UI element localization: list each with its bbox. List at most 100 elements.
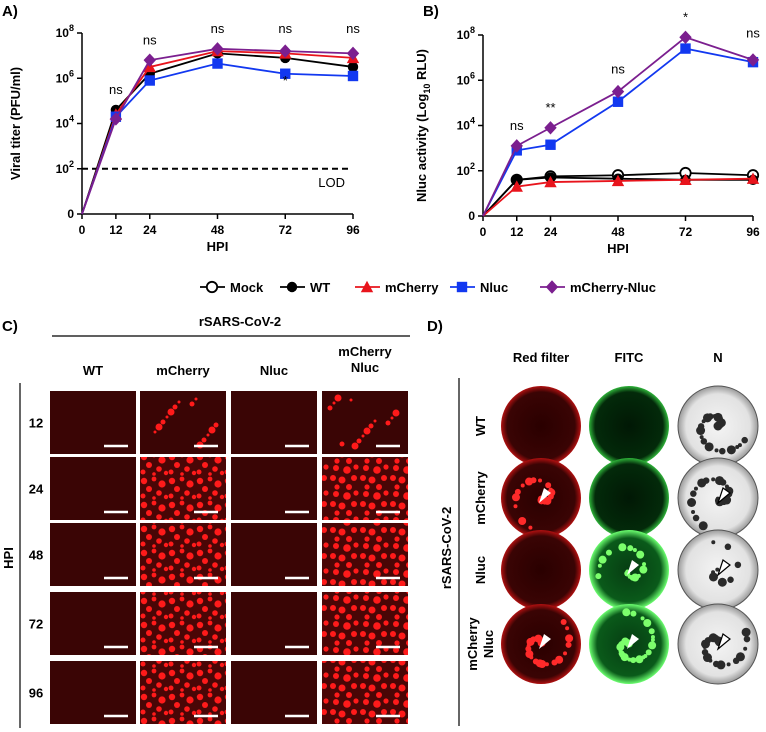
- plaque-spot: [525, 645, 532, 652]
- plaque-spot: [708, 658, 713, 663]
- micrograph-tile: [50, 661, 136, 724]
- panel-c-row-label: 96: [29, 686, 43, 701]
- plaque-spot: [598, 555, 607, 564]
- micrograph-tile: [322, 391, 408, 454]
- legend-marker-nluc: [456, 281, 468, 293]
- plaque-spot: [605, 549, 612, 556]
- significance-label: ns: [510, 118, 524, 133]
- plaque-spot: [538, 478, 543, 483]
- data-point-nluc: [680, 43, 691, 54]
- plaque-spot: [719, 447, 726, 455]
- plate-fitc: [589, 458, 669, 538]
- infected-cell-dot: [363, 427, 371, 435]
- plaque-spot: [726, 662, 731, 667]
- x-tick-label: 96: [346, 223, 360, 237]
- data-point-mcherry: [544, 175, 557, 188]
- y-tick-label: 104: [56, 114, 74, 131]
- infected-cell-dot: [194, 397, 198, 401]
- plaque-spot: [642, 562, 647, 567]
- y-tick-label: 102: [56, 159, 74, 176]
- x-tick-label: 12: [510, 225, 524, 239]
- plaque-spot: [714, 448, 719, 453]
- data-point-mcherry_nluc: [679, 30, 692, 44]
- x-tick-label: 24: [143, 223, 157, 237]
- x-tick-label: 24: [544, 225, 558, 239]
- data-point-mcherry_nluc: [279, 44, 292, 58]
- plaque-spot: [525, 477, 534, 486]
- plaque-spot: [701, 649, 709, 656]
- infected-cell-dot: [208, 426, 216, 434]
- arrowhead-icon: [539, 634, 551, 649]
- x-tick-label: 0: [480, 225, 487, 239]
- plaque-spot: [698, 521, 708, 531]
- x-tick-label: 12: [109, 223, 123, 237]
- panel-c-column-header: Nluc: [260, 363, 288, 378]
- chart-legend: Mock WT mCherry Nluc mCherry-Nluc: [200, 280, 656, 295]
- plaque-spot: [632, 548, 637, 553]
- infected-cell-dot: [361, 434, 365, 438]
- plaque-spot: [734, 561, 742, 569]
- plaque-spot: [635, 655, 644, 664]
- panel-d-row-label: mCherry: [473, 470, 488, 524]
- plaque-spot: [560, 619, 567, 626]
- x-tick-label: 72: [279, 223, 293, 237]
- micrograph-tile: [140, 661, 226, 724]
- plaque-spot: [715, 476, 725, 486]
- legend-marker-mcherry: [360, 280, 374, 293]
- infected-cell-dot: [392, 409, 400, 417]
- infected-cell-dot: [334, 394, 342, 402]
- x-axis-title: HPI: [207, 239, 229, 254]
- panel-c-row-label: 12: [29, 416, 43, 431]
- panel-c-column-header: mCherry Nluc: [338, 344, 392, 375]
- plaque-spot: [650, 637, 655, 642]
- plaque-spot: [527, 642, 532, 647]
- y-tick-label: 0: [67, 207, 74, 221]
- panel-d-column-header: FITC: [615, 350, 644, 365]
- plaque-spot: [735, 444, 740, 449]
- panel-d-row-label: mCherryNluc: [465, 616, 496, 670]
- y-tick-label: 104: [457, 116, 475, 133]
- arrowhead-icon: [539, 488, 551, 503]
- micrograph-tile: [231, 661, 317, 724]
- panel-d-column-header: N: [713, 350, 722, 365]
- plaque-spot: [743, 635, 751, 643]
- plaque-spot: [565, 626, 570, 631]
- legend-label-nluc: Nluc: [480, 280, 508, 295]
- x-tick-label: 0: [79, 223, 86, 237]
- plaque-spot: [726, 445, 736, 455]
- plaque-spot: [641, 655, 646, 660]
- data-point-nluc: [212, 58, 223, 69]
- panel-c-group-title: rSARS-CoV-2: [199, 314, 281, 329]
- plaque-spot: [622, 608, 631, 617]
- panel-a-label: A): [2, 3, 18, 20]
- significance-label: *: [683, 9, 688, 24]
- plaque-spot: [717, 577, 727, 587]
- plaque-spot: [704, 442, 714, 452]
- data-point-nluc: [144, 75, 155, 86]
- plaque-spot: [715, 567, 720, 572]
- panel-d-plaque-assay: D) Red filter FITC NrSARS-CoV-2WTmCherryNl…: [427, 318, 759, 726]
- plaque-spot: [702, 645, 707, 650]
- micrograph-tile: [322, 661, 408, 724]
- y-tick-label: 106: [56, 68, 74, 85]
- panel-d-row-axis-title: rSARS-CoV-2: [439, 507, 454, 589]
- micrograph-tile: [322, 457, 408, 520]
- y-tick-label: 106: [457, 70, 475, 87]
- infected-cell-dot: [177, 400, 181, 404]
- plaque-spot: [597, 563, 602, 568]
- infected-cell-dot: [213, 422, 219, 428]
- arrowhead-icon: [627, 560, 639, 575]
- infected-cell-dot: [351, 442, 359, 450]
- infected-cell-dot: [349, 398, 353, 402]
- data-point-wt: [511, 174, 522, 185]
- data-point-mcherry: [510, 180, 523, 192]
- plaque-spot: [687, 497, 697, 507]
- legend-marker-wt: [286, 281, 298, 293]
- plaque-spot: [702, 413, 712, 423]
- panel-c-label: C): [2, 318, 18, 335]
- data-point-mcherry: [611, 174, 625, 187]
- panel-b-label: B): [423, 3, 439, 20]
- significance-label: ns: [143, 32, 157, 47]
- micrograph-tile: [140, 457, 226, 520]
- micrograph-tile: [322, 592, 408, 655]
